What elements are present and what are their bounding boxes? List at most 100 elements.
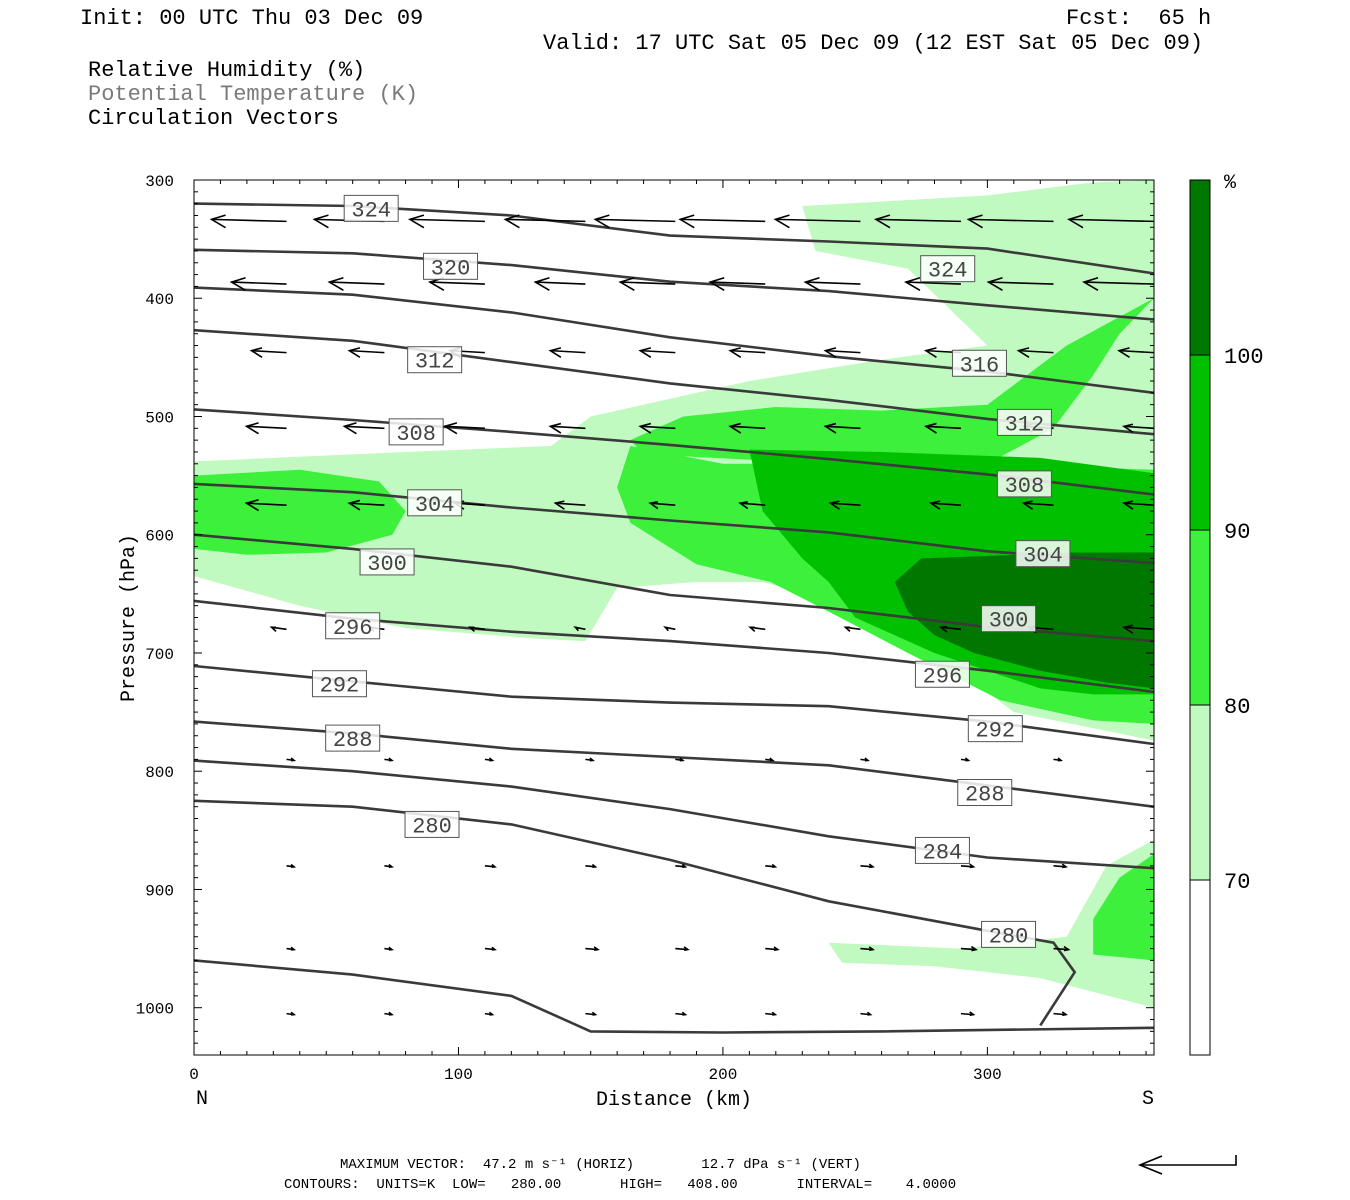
theta-label-box-324-0: [343, 194, 399, 222]
vector-7-1: [384, 863, 394, 868]
vector-head: [388, 757, 394, 762]
vector-head: [269, 626, 277, 632]
vector-5-0: [269, 626, 287, 632]
vector-head: [708, 276, 725, 292]
vector-8-3: [585, 946, 600, 952]
vector-head: [229, 276, 246, 292]
vector-5-3: [573, 626, 586, 632]
theta-label-284-0: 284: [923, 840, 963, 865]
vector-head: [969, 863, 976, 869]
x-end-label-south: S: [1142, 1088, 1154, 1111]
vector-4-8: [1021, 500, 1054, 510]
x-tick-label-300: 300: [973, 1066, 1002, 1084]
theta-label-box-284-0: [914, 836, 970, 864]
colorbar-segment-1: [1189, 354, 1211, 531]
vector-shaft: [775, 218, 861, 223]
vector-shaft: [535, 281, 586, 285]
theta-label-288-0: 288: [333, 728, 373, 753]
vector-7-9: [1153, 864, 1167, 867]
theta-label-box-304-0: [407, 489, 463, 517]
vector-0-8: [966, 214, 1054, 229]
vector-shaft: [1023, 502, 1054, 506]
vector-shaft: [1153, 948, 1154, 950]
theta-contour-304: [194, 482, 1154, 565]
vector-shaft: [550, 349, 586, 354]
vector-6-7: [960, 757, 971, 762]
vector-head: [803, 276, 820, 292]
vector-head: [342, 422, 357, 435]
vector-1-1: [327, 276, 385, 292]
vector-head: [312, 214, 329, 229]
vector-shaft: [930, 502, 961, 506]
vector-1-7: [903, 276, 961, 292]
vector-head: [663, 626, 669, 632]
vector-head: [503, 214, 520, 229]
y-tick-label-1000: 1000: [136, 1001, 174, 1019]
vector-head: [290, 863, 297, 868]
theta-label-292-1: 292: [976, 719, 1016, 744]
vector-6-5: [765, 757, 775, 762]
vector-head: [593, 946, 600, 952]
theta-label-316-0: 316: [960, 353, 1000, 378]
vector-head: [1159, 758, 1162, 761]
theta-label-300-1: 300: [989, 609, 1029, 634]
vector-shaft: [825, 349, 861, 354]
vector-head: [1061, 863, 1068, 869]
vector-head: [491, 946, 497, 951]
vector-1-5: [708, 276, 766, 292]
vector-8-0: [286, 946, 297, 951]
theta-label-280-0: 280: [412, 814, 452, 839]
theta-label-box-300-0: [359, 548, 415, 576]
vector-7-5: [765, 863, 778, 868]
vector-shaft: [231, 281, 287, 285]
vector-shaft: [1123, 626, 1154, 631]
vector-5-5: [748, 626, 766, 632]
field-label-vectors: Circulation Vectors: [88, 106, 339, 131]
vector-shaft: [740, 502, 766, 506]
vector-head: [928, 500, 941, 510]
footer-max-vector: MAXIMUM VECTOR: 47.2 m s⁻¹ (HORIZ) 12.7 …: [340, 1157, 861, 1173]
vector-head: [589, 757, 595, 762]
vector-head: [491, 863, 497, 868]
vector-head: [681, 863, 688, 868]
vector-head: [388, 863, 394, 868]
vector-7-7: [960, 863, 976, 869]
vector-head: [244, 422, 259, 435]
y-tick-label-300: 300: [145, 173, 174, 191]
vector-9-1: [384, 1011, 394, 1016]
vector-9-3: [585, 1011, 598, 1016]
theta-label-box-320-0: [423, 252, 479, 280]
theta-label-box-308-0: [388, 418, 444, 446]
theta-label-box-308-1: [996, 470, 1052, 498]
y-tick-label-900: 900: [145, 882, 174, 900]
vector-1-0: [229, 276, 287, 292]
vector-6-0: [286, 757, 297, 762]
vector-head: [769, 757, 775, 762]
vector-head: [1163, 864, 1167, 867]
footer-contours: CONTOURS: UNITS=K LOW= 280.00 HIGH= 408.…: [284, 1177, 957, 1193]
vector-8-2: [484, 946, 497, 951]
y-axis-label: Pressure (hPa): [118, 534, 141, 702]
vector-head: [966, 214, 983, 229]
vector-head: [1021, 500, 1033, 510]
vector-head: [553, 500, 565, 510]
vector-7-3: [585, 863, 598, 868]
vector-shaft: [1123, 425, 1154, 430]
vector-head: [467, 626, 475, 632]
vector-shaft: [329, 281, 385, 285]
theta-label-292-0: 292: [320, 674, 360, 699]
vector-5-2: [467, 626, 486, 632]
vector-4-9: [1122, 500, 1154, 510]
theta-label-308-1: 308: [1005, 474, 1045, 499]
vector-shaft: [251, 349, 287, 354]
vector-5-7: [938, 625, 962, 633]
vector-1-6: [803, 276, 861, 292]
theta-label-box-312-0: [407, 346, 463, 374]
colorbar-segment-4: [1189, 879, 1211, 1056]
rh-region-70-1: [828, 839, 1154, 1008]
vector-shaft: [344, 425, 385, 430]
vector-head: [1067, 214, 1084, 229]
vector-9-9: [1153, 1013, 1154, 1015]
vector-shaft: [680, 218, 766, 223]
vector-head: [771, 863, 778, 868]
